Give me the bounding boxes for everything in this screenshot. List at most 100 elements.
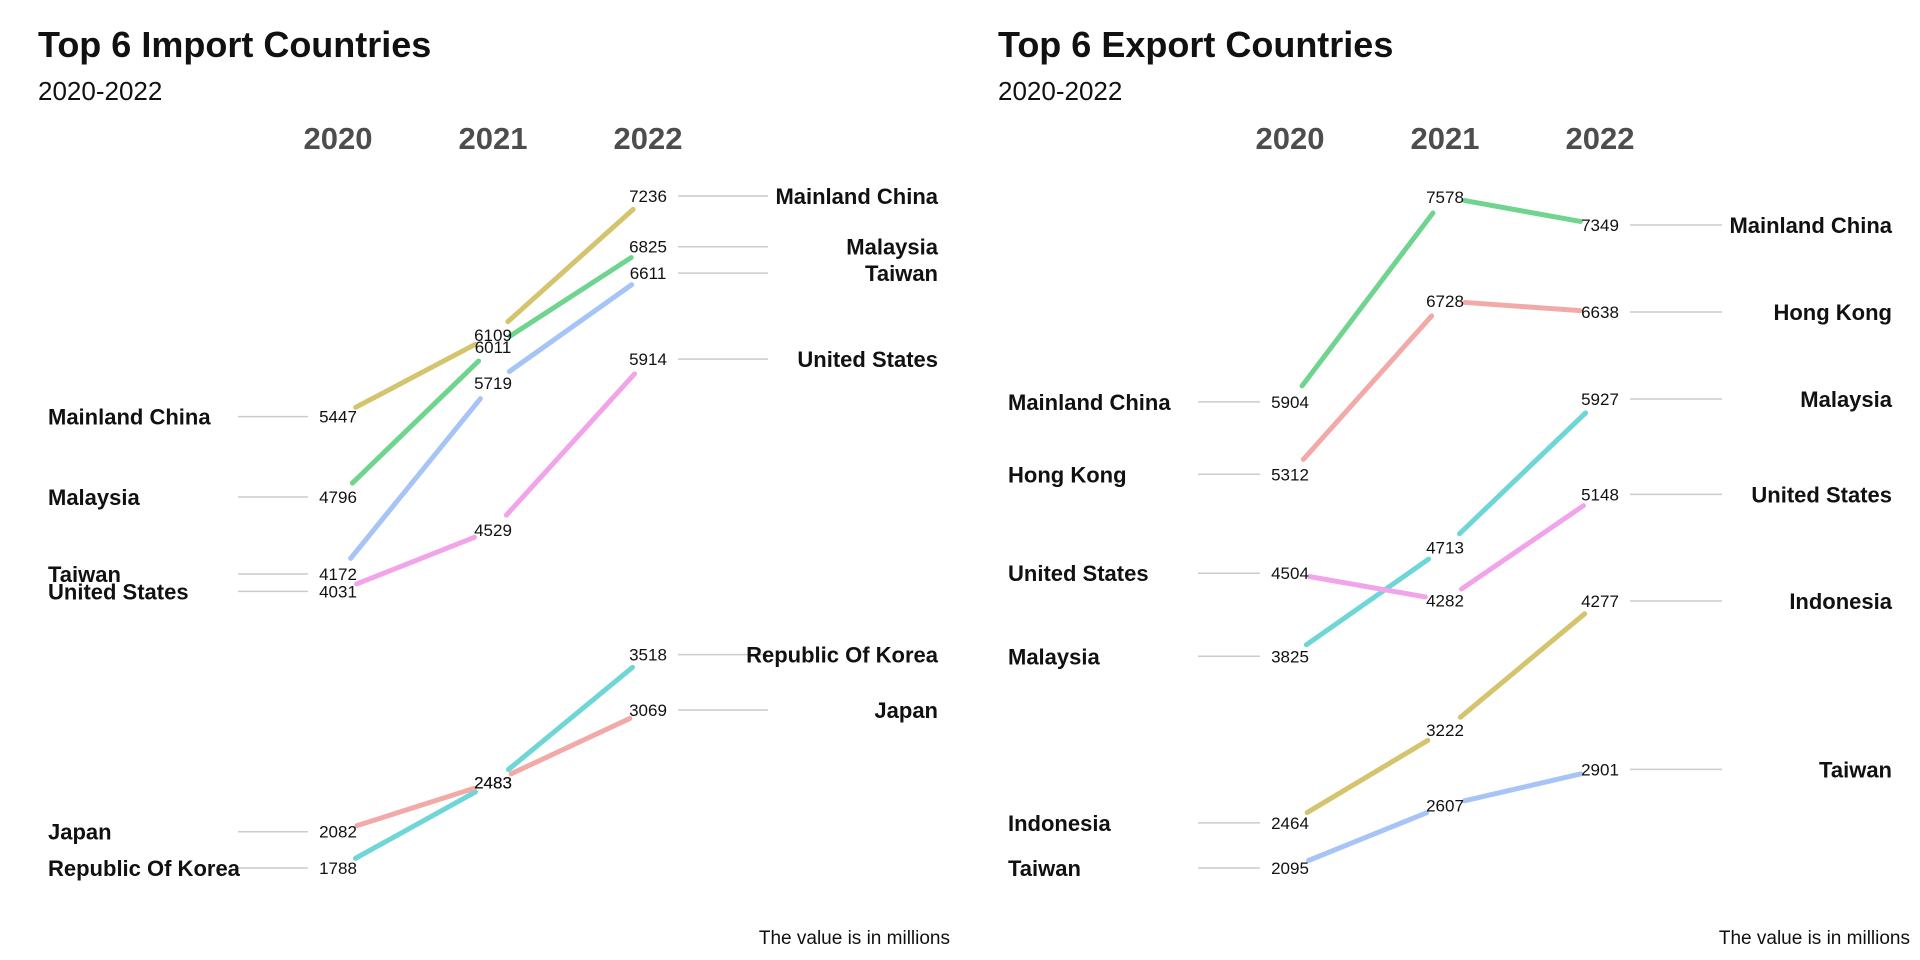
year-header-2021: 2021 (459, 121, 528, 156)
series-line-mainland-china-2020-2021 (353, 341, 478, 410)
series-line-republic-of-korea-2020-2021 (353, 789, 478, 861)
value-label-japan-2020: 2082 (319, 823, 357, 842)
year-header-2020: 2020 (304, 121, 373, 156)
series-lines (348, 206, 638, 861)
value-label-malaysia-2020: 4796 (319, 488, 357, 507)
value-label-taiwan-2020: 2095 (1271, 859, 1309, 878)
country-label-right-malaysia: Malaysia (846, 235, 938, 260)
value-label-hong-kong-2020: 5312 (1271, 465, 1309, 484)
chart-caption: The value is in millions (758, 928, 950, 949)
value-label-taiwan-2021: 2607 (1426, 796, 1464, 815)
country-label-left-indonesia: Indonesia (1008, 811, 1111, 836)
series-line-united-states-2020-2021 (354, 534, 477, 587)
value-label-united-states-2021: 4529 (474, 521, 512, 540)
series-line-malaysia-2021-2022 (507, 255, 634, 339)
labels: 5447 6109 7236 Mainland China Mainland China… (48, 184, 939, 881)
series-lines (1299, 198, 1589, 864)
series-line-malaysia-2021-2022 (1456, 410, 1589, 537)
series-line-mainland-china-2020-2021 (1299, 210, 1436, 389)
leader-lines (1198, 224, 1722, 869)
value-label-taiwan-2022: 2901 (1581, 760, 1619, 779)
chart-subtitle: 2020-2022 (998, 76, 1123, 106)
value-label-hong-kong-2022: 6638 (1581, 303, 1619, 322)
country-label-right-mainland-china: Mainland China (775, 184, 938, 209)
value-label-malaysia-2022: 6825 (629, 238, 667, 257)
value-label-hong-kong-2021: 6728 (1426, 292, 1464, 311)
value-label-mainland-china-2020: 5904 (1271, 393, 1309, 412)
country-label-right-japan: Japan (874, 698, 938, 723)
country-label-left-taiwan: Taiwan (48, 562, 121, 587)
leader-lines (238, 195, 768, 869)
country-label-right-taiwan: Taiwan (865, 261, 938, 286)
series-line-indonesia-2020-2021 (1304, 737, 1431, 816)
year-header-2022: 2022 (1566, 121, 1635, 156)
value-label-mainland-china-2022: 7349 (1581, 216, 1619, 235)
value-label-malaysia-2022: 5927 (1581, 390, 1619, 409)
value-label-indonesia-2021: 3222 (1426, 721, 1464, 740)
series-line-taiwan-2020-2021 (1306, 810, 1429, 864)
series-line-taiwan-2020-2021 (348, 396, 483, 561)
series-line-hong-kong-2021-2022 (1462, 299, 1583, 314)
country-label-right-united-states: United States (797, 347, 938, 372)
value-label-malaysia-2020: 3825 (1271, 647, 1309, 666)
series-line-malaysia-2020-2021 (1303, 556, 1432, 648)
value-label-japan-2021: 2483 (474, 773, 512, 792)
value-label-taiwan-2022: 6611 (630, 264, 667, 283)
country-label-left-japan: Japan (48, 820, 112, 845)
value-label-united-states-2020: 4031 (319, 582, 357, 601)
country-label-right-taiwan: Taiwan (1819, 757, 1892, 782)
chart-title: Top 6 Export Countries (998, 24, 1394, 65)
chart-subtitle: 2020-2022 (38, 76, 163, 106)
value-label-republic-of-korea-2022: 3518 (629, 646, 667, 665)
country-label-left-mainland-china: Mainland China (48, 405, 211, 430)
chart-caption: The value is in millions (1718, 928, 1910, 949)
value-label-republic-of-korea-2021: 2483 (474, 773, 512, 792)
year-header-2020: 2020 (1256, 121, 1325, 156)
series-line-taiwan-2021-2022 (1461, 771, 1584, 804)
series-line-republic-of-korea-2021-2022 (505, 664, 636, 773)
country-label-left-united-states: United States (48, 579, 189, 604)
import-chart-panel: Top 6 Import Countries 2020-2022 2020 202… (38, 24, 950, 949)
value-label-taiwan-2021: 5719 (474, 374, 512, 393)
export-chart-panel: Top 6 Export Countries 2020-2022 2020 202… (960, 0, 1920, 960)
series-line-taiwan-2021-2022 (506, 282, 635, 375)
import-slope-chart: 2020 2021 2022 5447 6109 7236 Mainland China Ma… (48, 121, 939, 881)
value-label-taiwan-2020: 4172 (319, 565, 357, 584)
country-label-right-republic-of-korea: Republic Of Korea (746, 643, 939, 668)
value-label-united-states-2020: 4504 (1271, 564, 1309, 583)
year-header-2022: 2022 (614, 121, 683, 156)
export-slope-chart: 2020 2021 2022 5904 7578 7349 Mainland China Ma… (1008, 121, 1893, 881)
value-label-indonesia-2022: 4277 (1581, 592, 1619, 611)
series-line-mainland-china-2021-2022 (505, 206, 636, 325)
country-label-left-malaysia: Malaysia (48, 485, 140, 510)
series-line-hong-kong-2020-2021 (1300, 313, 1435, 462)
series-line-indonesia-2021-2022 (1457, 611, 1588, 720)
value-label-mainland-china-2022: 7236 (629, 187, 667, 206)
value-label-mainland-china-2021: 6109 (474, 326, 512, 345)
country-label-left-malaysia: Malaysia (1008, 644, 1100, 669)
country-label-right-indonesia: Indonesia (1789, 589, 1892, 614)
labels: 5904 7578 7349 Mainland China Mainland China… (1008, 188, 1893, 881)
chart-title: Top 6 Import Countries (38, 24, 432, 65)
country-label-right-mainland-china: Mainland China (1729, 213, 1892, 238)
value-label-japan-2022: 3069 (629, 701, 667, 720)
country-label-right-malaysia: Malaysia (1800, 387, 1892, 412)
value-label-united-states-2021: 4282 (1426, 591, 1464, 610)
country-label-right-hong-kong: Hong Kong (1773, 300, 1892, 325)
value-label-mainland-china-2021: 7578 (1426, 188, 1464, 207)
series-line-united-states-2021-2022 (503, 371, 638, 518)
value-label-malaysia-2021: 6011 (475, 338, 512, 357)
value-label-mainland-china-2020: 5447 (319, 408, 357, 427)
value-label-united-states-2022: 5148 (1581, 485, 1619, 504)
series-line-united-states-2020-2021 (1307, 574, 1428, 600)
value-label-malaysia-2021: 4713 (1426, 539, 1464, 558)
country-label-left-republic-of-korea: Republic Of Korea (48, 856, 241, 881)
country-label-left-mainland-china: Mainland China (1008, 390, 1171, 415)
series-line-japan-2020-2021 (354, 785, 477, 829)
country-label-right-united-states: United States (1751, 482, 1892, 507)
value-label-republic-of-korea-2020: 1788 (319, 859, 357, 878)
country-label-left-united-states: United States (1008, 561, 1149, 586)
year-header-2021: 2021 (1411, 121, 1480, 156)
series-line-japan-2021-2022 (508, 715, 633, 777)
value-label-indonesia-2020: 2464 (1271, 814, 1309, 833)
